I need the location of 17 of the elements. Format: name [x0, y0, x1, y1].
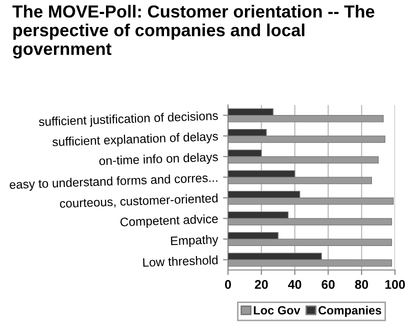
x-tick-label: 100 — [385, 280, 405, 289]
y-tick-label: easy to understand forms and corres... — [10, 172, 218, 192]
y-tick-label: Low threshold — [143, 255, 218, 267]
legend-label: Loc Gov — [254, 306, 300, 315]
y-tick-label: Competent advice — [120, 214, 218, 229]
x-tick-label: 60 — [322, 280, 335, 289]
x-tick-label: 40 — [288, 280, 302, 289]
legend-label: Companies — [318, 306, 382, 317]
chart-title: The MOVE-Poll: Customer orientation -- The perspective of companies and local government — [12, 4, 374, 59]
y-tick-label: sufficient justification of decisions — [38, 110, 218, 129]
y-tick-label: courteous, customer-oriented — [60, 193, 218, 210]
x-tick-label: 0 — [225, 280, 231, 289]
x-tick-label: 80 — [355, 280, 368, 289]
y-tick-label: on-time info on delays — [99, 152, 218, 168]
x-tick-label: 20 — [254, 280, 268, 289]
y-tick-label: Empathy — [170, 234, 218, 248]
y-tick-label: sufficient explanation of delays — [52, 132, 218, 149]
